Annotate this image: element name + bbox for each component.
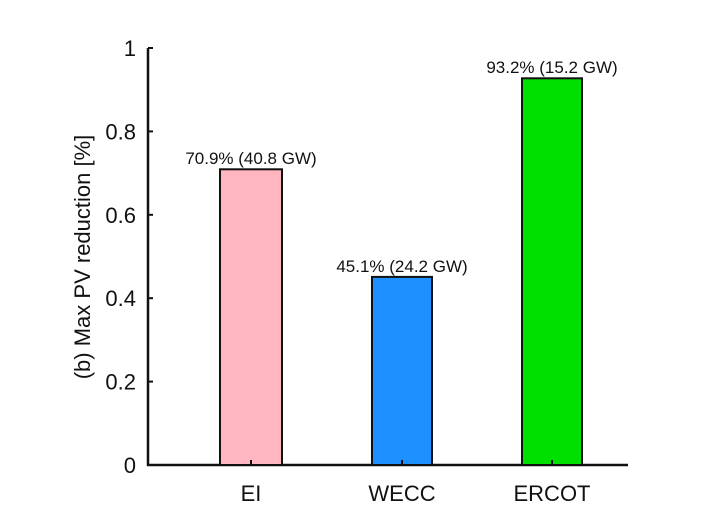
y-tick-label: 1 — [124, 36, 136, 61]
y-tick-label: 0.2 — [105, 370, 136, 395]
bar-ercot — [521, 77, 583, 467]
x-tick-label-ei: EI — [241, 481, 262, 506]
data-label-ercot: 93.2% (15.2 GW) — [486, 58, 617, 77]
x-tick-label-wecc: WECC — [368, 481, 435, 506]
data-label-ei: 70.9% (40.8 GW) — [185, 149, 316, 168]
x-tick-label-ercot: ERCOT — [514, 481, 591, 506]
y-axis-label: (b) Max PV reduction [%] — [70, 135, 95, 380]
bar-ei — [219, 168, 283, 467]
y-tick-label: 0.6 — [105, 203, 136, 228]
y-tick-label: 0.4 — [105, 286, 136, 311]
y-tick-label: 0.8 — [105, 119, 136, 144]
data-label-wecc: 45.1% (24.2 GW) — [336, 257, 467, 276]
y-ticks: 0 0.2 0.4 0.6 0.8 1 — [105, 36, 153, 478]
bar-wecc — [371, 275, 433, 466]
y-tick-label: 0 — [124, 453, 136, 478]
